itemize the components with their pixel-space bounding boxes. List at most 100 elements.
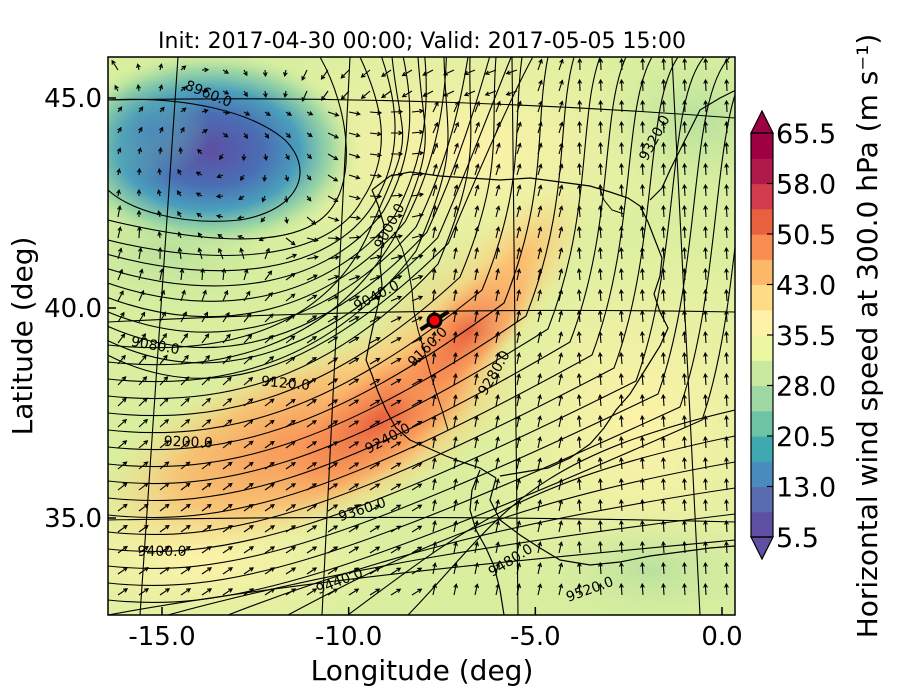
wind-arrow: [117, 290, 124, 302]
wind-arrow: [682, 120, 687, 134]
wind-arrow: [197, 247, 203, 260]
wind-arrow: [327, 153, 339, 161]
wind-arrow: [390, 588, 402, 596]
wind-arrow: [241, 153, 247, 162]
wind-arrow: [576, 456, 582, 470]
wind-arrow: [495, 184, 501, 197]
wind-arrow: [619, 162, 624, 176]
wind-arrow: [306, 274, 318, 281]
wind-arrow: [577, 141, 582, 155]
wind-arrow: [111, 59, 119, 71]
wind-arrow: [237, 234, 245, 240]
wind-arrow: [239, 247, 245, 260]
wind-arrow: [618, 414, 624, 428]
wind-arrow: [724, 267, 729, 281]
wind-arrow: [453, 121, 460, 134]
wind-arrow: [285, 398, 296, 407]
wind-arrow: [495, 310, 500, 323]
colorbar-segment: [751, 335, 773, 361]
height-contour: [108, 57, 426, 366]
y-tick-label: 45.0: [44, 84, 102, 114]
wind-arrow: [516, 226, 522, 239]
wind-arrow: [159, 354, 168, 365]
meridian-line: [321, 57, 351, 615]
wind-arrow: [618, 477, 624, 491]
wind-arrow: [401, 69, 413, 77]
wind-arrow: [724, 141, 729, 155]
wind-arrow: [215, 193, 224, 199]
wind-arrow: [495, 541, 501, 554]
wind-arrow: [432, 205, 438, 218]
wind-arrow: [495, 457, 500, 470]
wind-arrow: [369, 504, 381, 512]
wind-arrow: [201, 482, 212, 491]
wind-arrow: [136, 209, 142, 217]
wind-arrow: [724, 561, 729, 575]
wind-arrow: [222, 90, 230, 95]
wind-arrow: [639, 393, 645, 407]
wind-arrow: [453, 478, 458, 491]
map-plot-area: 8960.09000.09040.09080.09120.09160.09200…: [108, 57, 735, 615]
wind-arrow: [301, 69, 308, 81]
wind-arrow: [264, 356, 275, 365]
height-contour: [108, 57, 469, 333]
wind-arrow: [390, 462, 402, 470]
wind-arrow: [369, 483, 381, 491]
wind-arrow: [306, 567, 318, 575]
y-tick-label: 40.0: [44, 294, 102, 324]
wind-arrow: [285, 462, 296, 470]
wind-arrow: [222, 482, 233, 491]
wind-arrow: [576, 288, 582, 302]
wind-arrow: [558, 205, 564, 218]
wind-arrow: [136, 83, 141, 92]
height-contour: [108, 57, 575, 468]
wind-arrow: [576, 225, 582, 239]
wind-arrow: [558, 247, 564, 260]
wind-arrow: [431, 267, 437, 281]
wind-arrow: [661, 372, 666, 386]
wind-arrow: [222, 461, 233, 470]
wind-arrow: [180, 311, 187, 323]
wind-arrow: [619, 204, 624, 218]
height-contour: [287, 461, 735, 615]
wind-arrow: [682, 204, 687, 218]
wind-arrow: [138, 545, 149, 554]
wind-arrow: [176, 190, 182, 197]
wind-arrow: [516, 310, 521, 323]
wind-arrow: [703, 78, 709, 92]
wind-arrow: [243, 546, 255, 554]
wind-arrow: [640, 162, 645, 176]
wind-arrow: [306, 441, 318, 449]
wind-arrow: [703, 225, 708, 239]
wind-arrow: [348, 441, 360, 449]
wind-arrow: [495, 289, 500, 302]
wind-arrow: [222, 376, 232, 386]
wind-arrow: [724, 288, 729, 302]
wind-arrow: [201, 289, 207, 302]
wind-arrow: [537, 247, 543, 260]
height-contour: [347, 435, 735, 615]
height-contour: [108, 57, 731, 570]
colorbar-segment: [751, 486, 773, 513]
wind-arrow: [597, 288, 603, 302]
wind-arrow: [159, 418, 170, 428]
wind-arrow: [661, 162, 666, 176]
parallel-line: [108, 309, 735, 323]
wind-arrow: [577, 582, 582, 596]
wind-arrow: [597, 267, 603, 281]
colorbar-segment: [751, 208, 773, 235]
colorbar-segment: [751, 183, 773, 210]
wind-arrow: [159, 106, 165, 113]
wind-arrow: [177, 210, 182, 218]
height-contour: [108, 57, 427, 302]
wind-arrow: [306, 255, 319, 260]
wind-arrow: [537, 562, 543, 575]
wind-arrow: [558, 562, 564, 575]
wind-arrow: [306, 546, 318, 554]
wind-arrow: [158, 126, 164, 134]
wind-arrow: [264, 270, 273, 281]
wind-arrow: [264, 525, 276, 533]
colorbar-ticks: 5.5 13.0 20.5 28.0 35.5 43.0 50.5 58.0 65.5: [767, 119, 836, 554]
wind-arrow: [237, 215, 245, 221]
wind-arrow: [260, 216, 266, 223]
